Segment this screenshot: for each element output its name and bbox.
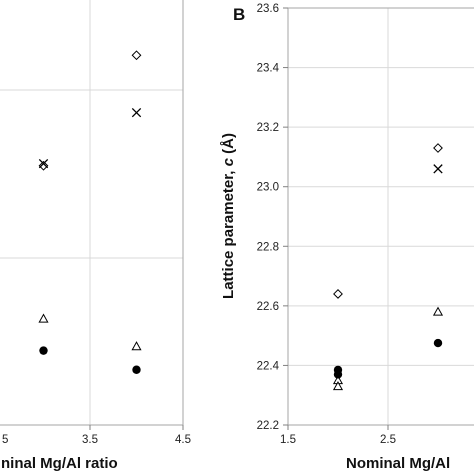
panel-b-circle-point-2: [333, 370, 343, 379]
panel-b-y-axis-title-variable: c: [220, 157, 237, 166]
panel-b-circle-point-3: [433, 338, 443, 348]
panel-a-triangle-point-2: [131, 341, 142, 351]
panel-b-y-ticks: 22.2 22.4 22.6 22.8 23.0 23.2 23.4 23.6: [257, 3, 288, 432]
panel-b-markers: [332, 143, 444, 391]
panel-a-markers: [38, 50, 142, 374]
panel-b-cross-point-1: [433, 164, 443, 174]
panel-b-x-axis-title: Nominal Mg/Al: [346, 455, 450, 472]
panel-b-triangle-point-3: [432, 306, 444, 316]
panel-b-ytick-label-3: 22.6: [257, 301, 279, 313]
panel-b-ytick-label-5: 23.0: [257, 182, 279, 194]
panel-a-circle-point-2: [132, 365, 141, 374]
panel-b-ytick-label-6: 23.2: [257, 122, 279, 134]
panel-a-diamond-point-1: [38, 160, 49, 171]
panel-b-x-ticks: 1.52.53.: [280, 425, 396, 446]
panel-b-ytick-label-1: 22.2: [257, 420, 279, 432]
panel-b-plot-frame: [287, 7, 474, 426]
panel-b: B 22.2 22.4 22.6 22.8 23.0 23.2 23.4 23.6 1.5 2.…: [220, 3, 474, 472]
panel-b-ytick-label-4: 22.8: [257, 241, 279, 253]
panel-b-triangle-point-2: [332, 381, 344, 391]
panel-a: 5 3.5 4.5 ninal Mg/Al ratio: [0, 0, 191, 472]
panel-a-xtick-label-mid: 3.5: [82, 434, 98, 446]
panel-a-circle-point-1: [39, 346, 48, 355]
panel-b-diamond-point-2: [433, 143, 443, 153]
panel-b-xtick-label-1: 1.5: [280, 434, 296, 446]
panel-a-xtick-label-right: 4.5: [175, 434, 191, 446]
panel-a-cross-point-2: [131, 107, 142, 118]
panel-b-label: B: [233, 5, 245, 24]
panel-b-grid: [288, 7, 474, 426]
panel-a-x-axis-title: ninal Mg/Al ratio: [1, 455, 118, 472]
panel-b-ytick-label-8: 23.6: [257, 3, 279, 15]
panel-a-triangle-point-1: [38, 313, 49, 323]
panel-b-y-axis-title-prefix: Lattice parameter,: [220, 166, 237, 299]
panel-b-y-axis-title: Lattice parameter, c (Å): [220, 133, 237, 299]
panel-b-ytick-label-2: 22.4: [257, 360, 280, 372]
panel-a-cross-point-1: [38, 158, 49, 169]
panel-b-diamond-point-1: [333, 289, 343, 299]
panel-a-diamond-point-2: [131, 50, 142, 61]
panel-b-xtick-label-2: 2.5: [380, 434, 396, 446]
panel-a-xtick-label-left: 5: [2, 434, 8, 446]
panel-b-y-axis-title-unit: (Å): [220, 133, 237, 158]
panel-b-ytick-label-7: 23.4: [257, 63, 280, 75]
